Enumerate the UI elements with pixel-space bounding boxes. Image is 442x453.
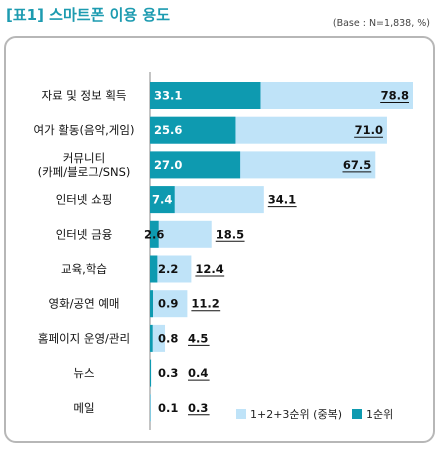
label-total: 12.4 xyxy=(195,262,223,276)
label-first-rank: 0.1 xyxy=(158,401,178,415)
legend-swatch-total xyxy=(236,409,246,419)
label-first-rank: 25.6 xyxy=(154,123,182,137)
legend-swatch-first xyxy=(352,409,362,419)
legend-label-first: 1순위 xyxy=(366,408,393,421)
label-total: 4.5 xyxy=(188,331,208,345)
category-label: 뉴스 xyxy=(73,366,94,380)
bar-total xyxy=(150,220,212,248)
label-total: 71.0 xyxy=(355,123,383,137)
category-label: 자료 및 정보 획득 xyxy=(41,89,126,103)
label-first-rank: 2.6 xyxy=(144,227,164,241)
label-total: 67.5 xyxy=(343,158,371,172)
bar-total xyxy=(150,324,166,352)
bar-first xyxy=(150,186,175,214)
bar-first xyxy=(150,151,241,179)
label-first-rank: 0.9 xyxy=(158,297,178,311)
bar-first xyxy=(150,116,236,144)
bar-total xyxy=(150,290,188,318)
category-label: 홈페이지 운영/관리 xyxy=(38,331,130,345)
category-label: 교육,학습 xyxy=(61,262,107,276)
legend-label-total: 1+2+3순위 (중복) xyxy=(250,408,342,421)
label-total: 78.8 xyxy=(381,89,409,103)
chart-title: [표1] 스마트폰 이용 용도 xyxy=(6,6,171,24)
bar-first xyxy=(150,359,152,387)
bar-total xyxy=(150,394,152,422)
bar-first xyxy=(150,82,261,109)
category-label: 커뮤니티 (카페/블로그/SNS) xyxy=(38,151,131,179)
category-label: 인터넷 쇼핑 xyxy=(56,193,113,207)
label-total: 11.2 xyxy=(191,297,219,311)
category-label: 인터넷 금융 xyxy=(56,227,113,241)
label-first-rank: 2.2 xyxy=(158,262,178,276)
label-total: 0.3 xyxy=(188,401,208,415)
label-first-rank: 0.8 xyxy=(158,331,178,345)
base-note: (Base : N=1,838, %) xyxy=(332,18,430,29)
label-total: 0.4 xyxy=(188,366,208,380)
label-first-rank: 0.3 xyxy=(158,366,178,380)
label-total: 18.5 xyxy=(216,227,244,241)
label-first-rank: 33.1 xyxy=(154,89,182,103)
label-first-rank: 7.4 xyxy=(152,193,172,207)
bar-first xyxy=(150,290,154,318)
category-label: 영화/공연 예매 xyxy=(48,297,119,311)
bar-first xyxy=(150,324,153,352)
label-first-rank: 27.0 xyxy=(154,158,182,172)
bar-first xyxy=(150,255,158,283)
label-total: 34.1 xyxy=(268,193,296,207)
category-label: 여가 활동(음악,게임) xyxy=(34,123,135,137)
category-label: 메일 xyxy=(73,401,94,415)
bar-first xyxy=(150,220,159,248)
